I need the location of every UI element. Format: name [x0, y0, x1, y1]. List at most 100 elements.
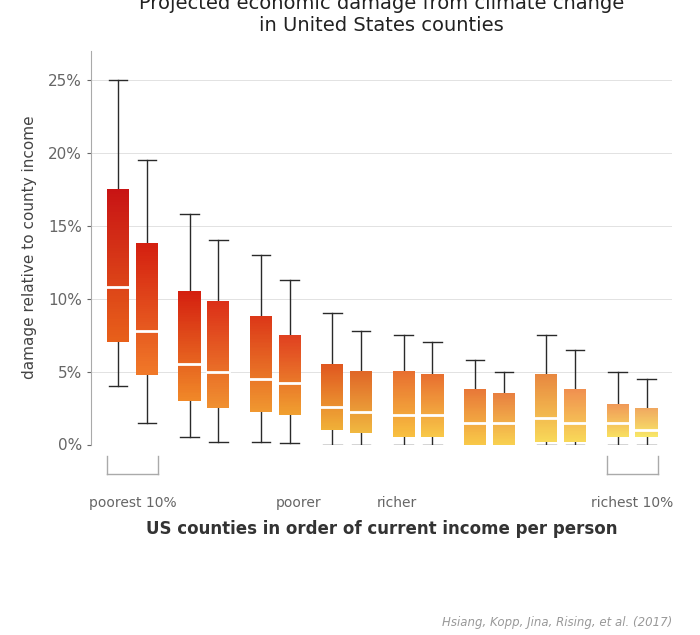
Bar [564, 408, 586, 409]
Bar [207, 311, 230, 312]
Bar [279, 375, 301, 377]
Bar [393, 423, 414, 424]
Bar [350, 383, 372, 384]
Bar [250, 326, 272, 328]
Bar [207, 346, 230, 348]
Bar [536, 404, 557, 406]
Bar [250, 409, 272, 411]
Bar [136, 352, 158, 355]
Bar [393, 376, 414, 377]
Bar [136, 274, 158, 276]
Bar [607, 423, 629, 424]
Bar [393, 401, 414, 402]
Bar [421, 414, 444, 415]
Bar [393, 387, 414, 388]
Bar [279, 367, 301, 368]
Bar [564, 430, 586, 431]
Bar [136, 296, 158, 298]
Bar [250, 375, 272, 377]
Bar [250, 374, 272, 375]
Bar [321, 420, 343, 421]
Bar [250, 364, 272, 366]
Bar [350, 400, 372, 401]
Bar [321, 386, 343, 387]
Bar [564, 393, 586, 394]
Bar [536, 434, 557, 435]
Bar [107, 265, 130, 269]
Bar [607, 424, 629, 425]
Bar [321, 394, 343, 395]
Bar [421, 424, 444, 425]
Bar [250, 388, 272, 390]
Bar [279, 407, 301, 409]
Bar [393, 391, 414, 392]
Bar [493, 398, 515, 399]
Bar [464, 426, 486, 427]
Bar [350, 429, 372, 430]
Bar [493, 432, 515, 434]
Bar [107, 268, 130, 271]
Bar [321, 380, 343, 381]
Bar [279, 337, 301, 338]
Bar [178, 322, 201, 324]
Bar [279, 370, 301, 371]
Bar [493, 443, 515, 444]
Bar [393, 398, 414, 399]
Bar [607, 408, 629, 410]
Bar [250, 324, 272, 326]
Bar [464, 391, 486, 392]
Bar [321, 384, 343, 385]
Bar [107, 299, 130, 302]
Bar [393, 415, 414, 417]
Bar [393, 432, 414, 433]
Bar [321, 373, 343, 374]
Bar [393, 412, 414, 413]
Bar [107, 314, 130, 317]
Bar [321, 412, 343, 413]
Bar [393, 379, 414, 380]
Bar [107, 317, 130, 319]
Bar [564, 420, 586, 422]
Bar [207, 314, 230, 316]
Bar [107, 279, 130, 281]
Bar [279, 396, 301, 398]
Bar [207, 323, 230, 324]
Bar [107, 194, 130, 197]
Bar [136, 283, 158, 285]
Bar [607, 436, 629, 437]
Bar [107, 304, 130, 307]
Bar [493, 399, 515, 400]
Bar [321, 377, 343, 378]
Bar [564, 421, 586, 422]
Bar [250, 350, 272, 351]
Bar [464, 389, 486, 390]
Bar [564, 411, 586, 412]
Bar [279, 392, 301, 394]
Bar [136, 337, 158, 340]
Bar [393, 382, 414, 384]
Bar [107, 217, 130, 220]
Bar [464, 432, 486, 434]
Bar [564, 437, 586, 438]
Bar [493, 424, 515, 425]
Bar [279, 410, 301, 411]
Bar [207, 338, 230, 340]
Bar [393, 434, 414, 435]
Bar [178, 307, 201, 310]
Bar [464, 414, 486, 415]
Bar [279, 383, 301, 385]
Bar [321, 415, 343, 417]
Bar [607, 419, 629, 420]
Bar [421, 429, 444, 430]
Bar [493, 433, 515, 434]
Bar [393, 393, 414, 394]
Bar [350, 397, 372, 398]
Bar [207, 387, 230, 389]
Bar [350, 380, 372, 382]
Bar [421, 417, 444, 418]
Bar [279, 379, 301, 380]
Bar [564, 400, 586, 401]
Bar [493, 407, 515, 408]
Bar [464, 408, 486, 410]
Bar [178, 351, 201, 353]
